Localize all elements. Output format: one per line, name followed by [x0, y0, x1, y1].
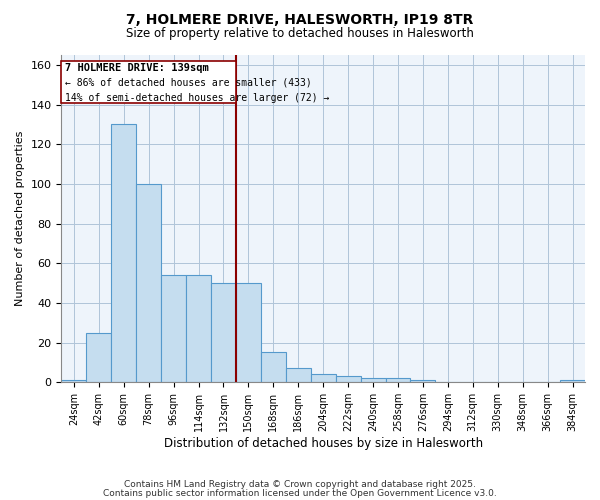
Y-axis label: Number of detached properties: Number of detached properties [15, 131, 25, 306]
Bar [335, 376, 361, 382]
Text: ← 86% of detached houses are smaller (433): ← 86% of detached houses are smaller (43… [65, 78, 312, 88]
Bar [86, 332, 111, 382]
Bar [361, 378, 386, 382]
Bar [286, 368, 311, 382]
Bar [386, 378, 410, 382]
Text: 14% of semi-detached houses are larger (72) →: 14% of semi-detached houses are larger (… [65, 92, 329, 102]
Bar [111, 124, 136, 382]
Bar [560, 380, 585, 382]
Text: 7 HOLMERE DRIVE: 139sqm: 7 HOLMERE DRIVE: 139sqm [65, 63, 209, 73]
Bar [410, 380, 436, 382]
Text: Size of property relative to detached houses in Halesworth: Size of property relative to detached ho… [126, 28, 474, 40]
Text: 7, HOLMERE DRIVE, HALESWORTH, IP19 8TR: 7, HOLMERE DRIVE, HALESWORTH, IP19 8TR [127, 12, 473, 26]
Bar [236, 283, 261, 382]
FancyBboxPatch shape [61, 61, 236, 102]
Bar [61, 380, 86, 382]
Bar [161, 275, 186, 382]
X-axis label: Distribution of detached houses by size in Halesworth: Distribution of detached houses by size … [164, 437, 483, 450]
Text: Contains public sector information licensed under the Open Government Licence v3: Contains public sector information licen… [103, 488, 497, 498]
Bar [261, 352, 286, 382]
Bar [211, 283, 236, 382]
Text: Contains HM Land Registry data © Crown copyright and database right 2025.: Contains HM Land Registry data © Crown c… [124, 480, 476, 489]
Bar [311, 374, 335, 382]
Bar [186, 275, 211, 382]
Bar [136, 184, 161, 382]
